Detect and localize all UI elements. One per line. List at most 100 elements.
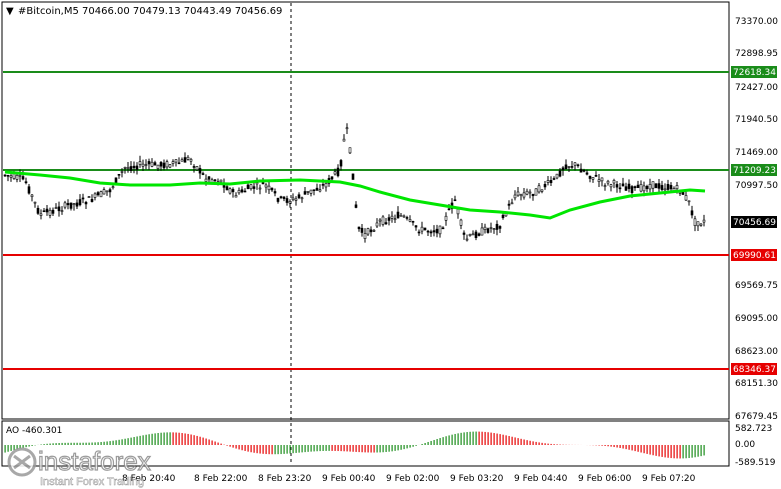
ao-bar — [13, 445, 15, 451]
candle-body — [582, 170, 586, 172]
ao-bar — [526, 440, 528, 445]
candle-body — [381, 216, 385, 225]
ao-bar — [433, 439, 435, 445]
ao-bar — [121, 439, 123, 445]
ao-bar — [694, 445, 696, 458]
candle-body — [168, 164, 172, 168]
ao-bar — [196, 435, 198, 445]
candle-body — [78, 199, 82, 206]
ao-bar — [682, 445, 684, 459]
candle-body — [465, 238, 469, 241]
ao-bar — [640, 445, 642, 453]
logo-brand: instaforex — [38, 446, 151, 476]
candle-body — [522, 192, 526, 198]
candle-body — [567, 166, 571, 168]
time-axis[interactable]: 8 Feb 20:40 8 Feb 22:00 8 Feb 23:20 9 Fe… — [122, 474, 696, 484]
ao-bar — [253, 445, 255, 453]
candle-body — [396, 211, 400, 219]
ao-bar — [499, 434, 501, 445]
candle-body — [240, 189, 244, 193]
candle-body — [609, 184, 613, 188]
ao-bar — [487, 432, 489, 445]
ao-bar — [349, 445, 351, 452]
candle-body — [60, 210, 64, 212]
candle-body — [525, 190, 529, 195]
ao-bar — [340, 445, 342, 452]
ao-bar — [664, 445, 666, 458]
candle-body — [243, 190, 247, 193]
candle-body — [330, 176, 334, 180]
candle-body — [603, 185, 607, 187]
candle-body — [342, 138, 346, 142]
ao-bar — [217, 442, 219, 445]
current-price-tag-bg — [731, 216, 777, 228]
candle-body — [390, 215, 394, 219]
candle-body — [303, 191, 307, 195]
candle-body — [456, 208, 460, 215]
candle-body — [156, 164, 160, 169]
candle-body — [363, 233, 367, 239]
candle-body — [258, 187, 262, 190]
ao-bar — [337, 445, 339, 452]
logo-tagline: Instant Forex Trading — [40, 476, 144, 488]
ao-bar — [535, 441, 537, 445]
price-pane[interactable] — [1, 1, 730, 420]
candle-body — [399, 214, 403, 217]
candle-body — [621, 183, 625, 187]
price-axis[interactable]: 73370.00 72898.95 72427.00 71940.50 7146… — [735, 17, 778, 422]
ao-bar — [373, 445, 375, 453]
candle-body — [96, 192, 100, 196]
ao-bar — [661, 445, 663, 457]
sup2-tag: 68346.37 — [733, 365, 776, 375]
candle-body — [318, 189, 322, 192]
candle-body — [615, 184, 619, 188]
res1-tag: 72618.34 — [733, 68, 776, 78]
candle-body — [45, 208, 49, 213]
candle-body — [576, 164, 580, 167]
candle-body — [624, 186, 628, 191]
candle-body — [81, 197, 85, 200]
candle-body — [147, 161, 151, 165]
candle-body — [120, 171, 124, 173]
candle-body — [30, 194, 34, 198]
ao-bar — [58, 443, 60, 445]
ao-bar — [148, 434, 150, 445]
candle-body — [687, 200, 691, 203]
ao-bar — [67, 442, 69, 445]
ao-bar — [172, 432, 174, 445]
candle-body — [612, 180, 616, 184]
symbol-menu-icon[interactable]: ▼ — [6, 6, 14, 17]
candle-body — [324, 183, 328, 188]
candle-body — [507, 203, 511, 206]
candle-body — [696, 221, 700, 227]
ao-bar — [130, 437, 132, 445]
ao-bar — [91, 442, 93, 445]
candle-body — [459, 219, 463, 226]
candle-body — [204, 178, 208, 182]
candle-body — [684, 195, 688, 201]
candle-body — [366, 228, 370, 235]
ao-bar — [361, 445, 363, 453]
time-tick: 9 Feb 00:40 — [322, 474, 376, 484]
ao-label: AO -460.301 — [6, 426, 62, 436]
ao-pane[interactable] — [1, 420, 730, 467]
ao-bar — [367, 445, 369, 453]
candle-body — [492, 228, 496, 230]
candle-body — [387, 217, 391, 221]
ao-bar — [409, 445, 411, 448]
candle-body — [207, 176, 211, 180]
time-tick: 8 Feb 22:00 — [194, 474, 248, 484]
ao-bar — [229, 445, 231, 447]
candle-body — [561, 167, 565, 171]
ao-bar — [211, 440, 213, 445]
ao-bar — [619, 445, 621, 448]
candle-body — [183, 157, 187, 163]
ao-bar — [193, 435, 195, 445]
ao-bar — [475, 431, 477, 445]
candle-body — [510, 202, 514, 205]
sup2-tag-bg — [731, 363, 777, 375]
ao-bar — [19, 445, 21, 449]
ao-bar — [364, 445, 366, 453]
moving-average-line — [4, 170, 706, 220]
